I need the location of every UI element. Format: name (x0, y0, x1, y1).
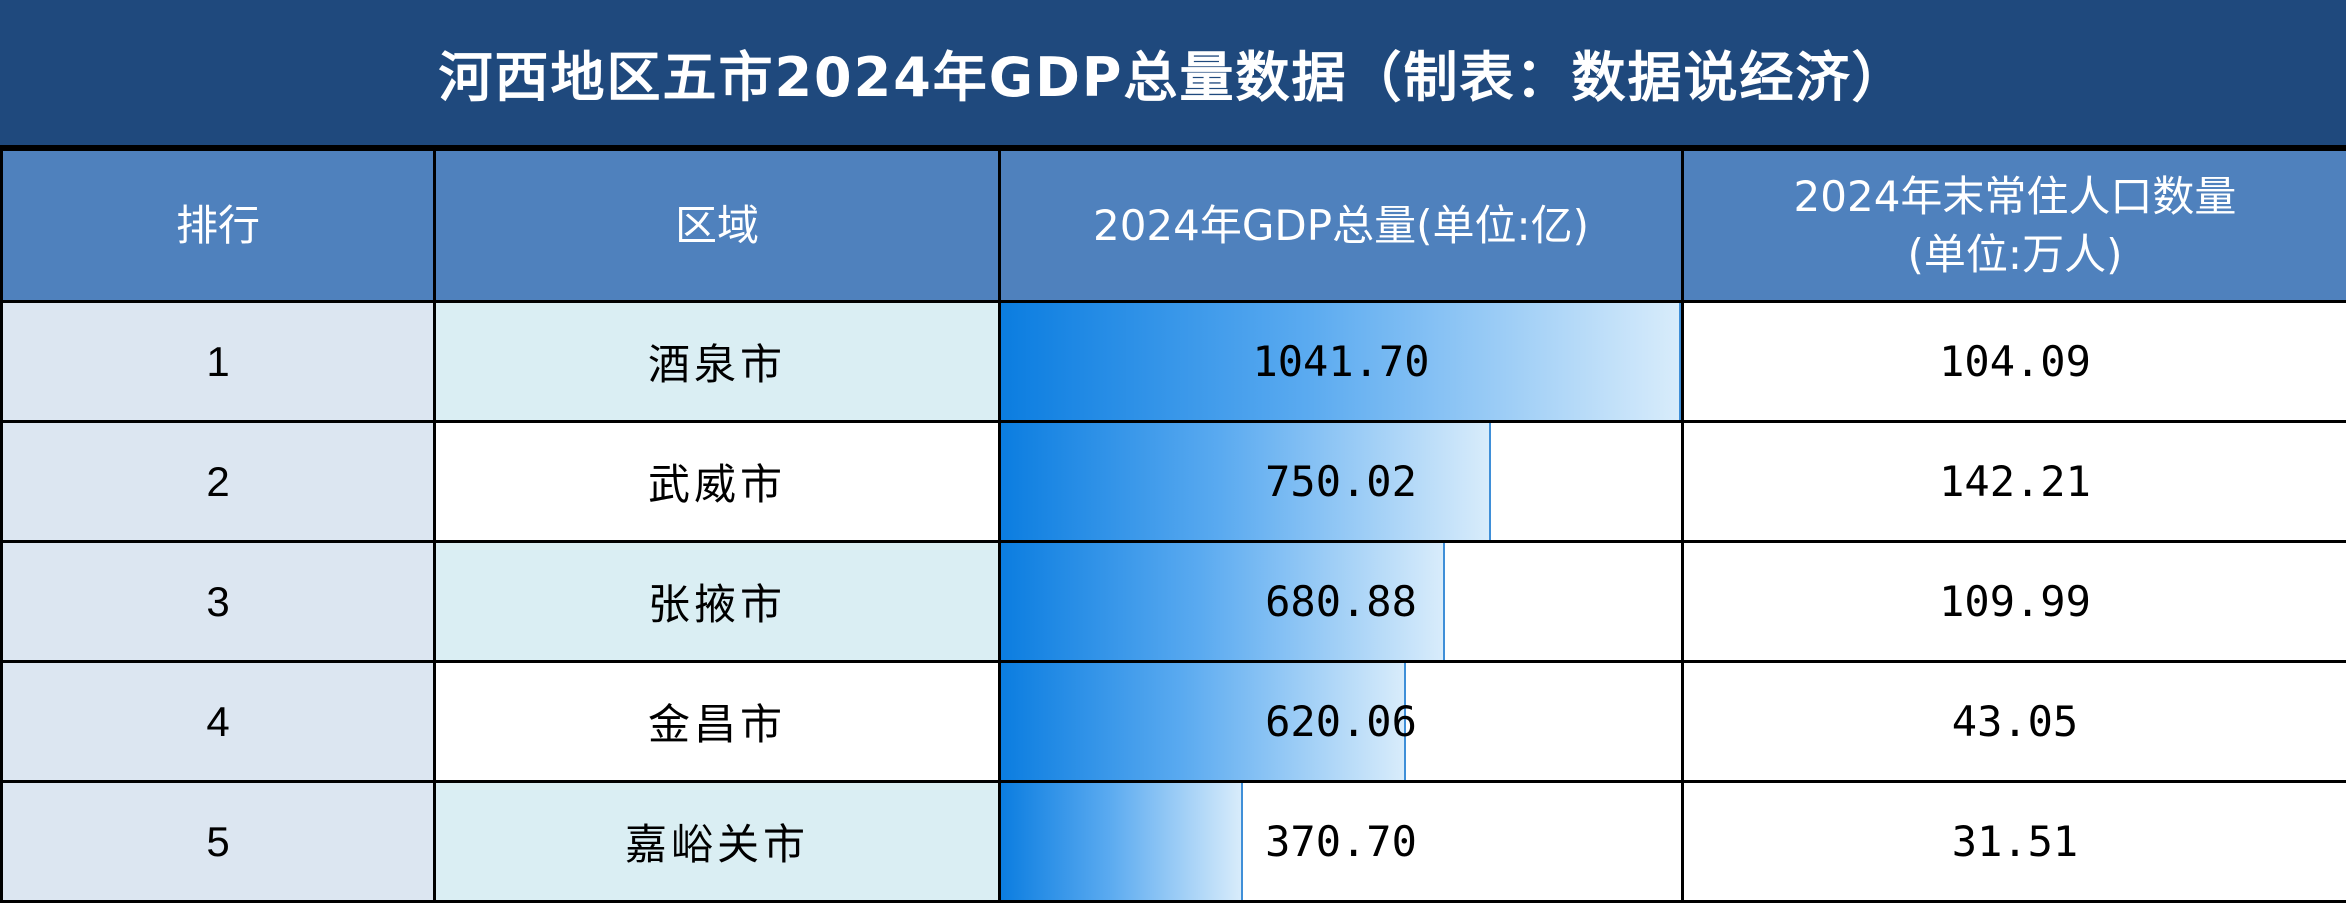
gdp-value: 680.88 (1265, 577, 1417, 626)
gdp-cell: 370.70 (1000, 782, 1683, 902)
population-cell: 31.51 (1683, 782, 2346, 902)
gdp-cell: 680.88 (1000, 542, 1683, 662)
gdp-table: 排行 区域 2024年GDP总量(单位:亿) 2024年末常住人口数量 (单位:… (0, 148, 2346, 903)
rank-cell: 1 (2, 302, 435, 422)
rank-cell: 5 (2, 782, 435, 902)
gdp-data-bar (1001, 423, 1491, 540)
region-cell: 嘉峪关市 (435, 782, 1000, 902)
rank-cell: 2 (2, 422, 435, 542)
population-cell: 109.99 (1683, 542, 2346, 662)
gdp-value: 750.02 (1265, 457, 1417, 506)
header-region: 区域 (435, 150, 1000, 302)
header-population-line1: 2024年末常住人口数量 (1684, 168, 2346, 226)
header-gdp: 2024年GDP总量(单位:亿) (1000, 150, 1683, 302)
header-row: 排行 区域 2024年GDP总量(单位:亿) 2024年末常住人口数量 (单位:… (2, 150, 2346, 302)
rank-cell: 3 (2, 542, 435, 662)
gdp-cell: 620.06 (1000, 662, 1683, 782)
rank-cell: 4 (2, 662, 435, 782)
gdp-cell: 750.02 (1000, 422, 1683, 542)
gdp-value: 620.06 (1265, 697, 1417, 746)
gdp-cell: 1041.70 (1000, 302, 1683, 422)
region-cell: 武威市 (435, 422, 1000, 542)
header-population: 2024年末常住人口数量 (单位:万人) (1683, 150, 2346, 302)
header-population-line2: (单位:万人) (1684, 226, 2346, 284)
population-cell: 104.09 (1683, 302, 2346, 422)
gdp-value: 370.70 (1265, 817, 1417, 866)
region-cell: 金昌市 (435, 662, 1000, 782)
table-title: 河西地区五市2024年GDP总量数据（制表：数据说经济） (0, 0, 2346, 148)
region-cell: 酒泉市 (435, 302, 1000, 422)
header-rank: 排行 (2, 150, 435, 302)
population-cell: 43.05 (1683, 662, 2346, 782)
region-cell: 张掖市 (435, 542, 1000, 662)
gdp-data-bar (1001, 783, 1243, 900)
population-cell: 142.21 (1683, 422, 2346, 542)
gdp-value: 1041.70 (1252, 337, 1429, 386)
